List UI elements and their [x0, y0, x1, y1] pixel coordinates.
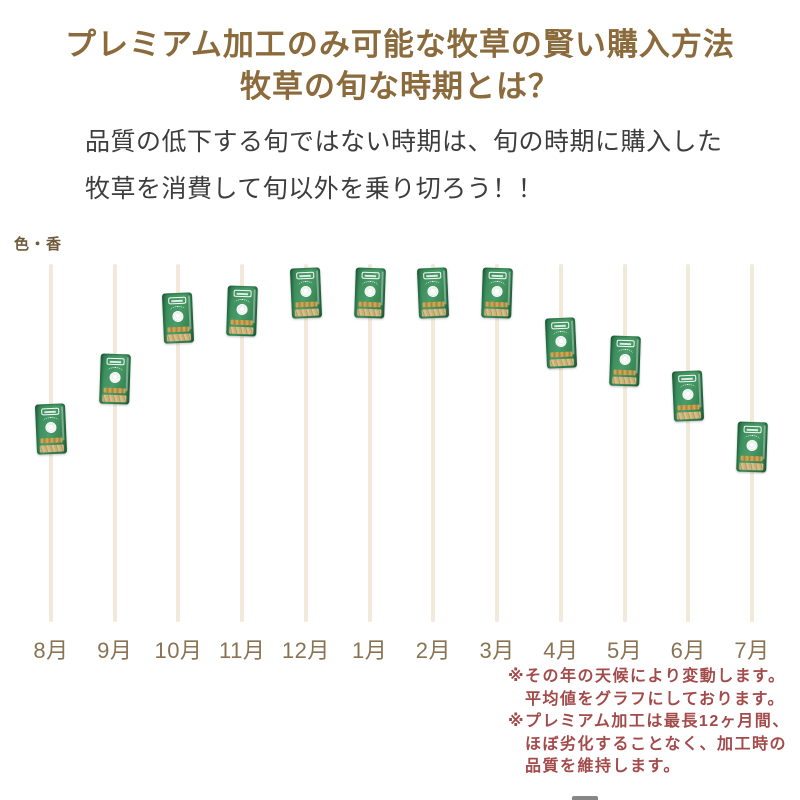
month-label: 9月 [97, 638, 133, 663]
month-gridline [367, 264, 372, 622]
month-label: 6月 [670, 638, 706, 663]
package-hay-photo [484, 308, 509, 317]
package-product-name [422, 301, 445, 308]
package-label-band [233, 289, 252, 297]
package-emblem-icon [746, 439, 758, 451]
package-emblem-icon [491, 285, 503, 297]
hay-package-marker [226, 285, 259, 337]
package-emblem-icon [300, 285, 312, 297]
package-product-name [103, 387, 126, 393]
package-label-band [423, 271, 442, 280]
page-title-line2: 牧草の旬な時期とは？ [240, 69, 560, 104]
page-subtitle-line2: 牧草を消費して旬以外を乗り切ろう！！ [85, 175, 544, 203]
month-label: 5月 [606, 638, 643, 663]
package-hay-photo [356, 308, 382, 317]
package-product-name [40, 437, 63, 444]
month-gridline [112, 264, 117, 622]
page-subtitle-line1: 品質の低下する旬ではない時期は、旬の時期に購入した [85, 128, 723, 156]
footnote-line: ※その年の天候により変動します。 [508, 668, 786, 685]
footnote-line: 平均値をグラフにしております。 [525, 690, 785, 708]
package-product-name [167, 326, 191, 333]
month-gridline [303, 264, 308, 622]
hay-package-marker [162, 292, 195, 344]
footnote-line: ※プレミアム加工は最長12ヶ月間、 [508, 713, 790, 730]
month-gridline [622, 264, 627, 622]
package-label-band [743, 425, 762, 433]
package-product-name [550, 351, 573, 358]
hay-package-marker [417, 266, 450, 319]
hay-package-marker [98, 353, 131, 405]
package-product-name [485, 301, 508, 308]
package-hay-photo [611, 376, 636, 385]
month-label: 12月 [281, 638, 330, 663]
cropped-next-section [572, 796, 598, 800]
month-label: 7月 [734, 638, 770, 663]
package-hay-photo [39, 444, 64, 453]
package-label-band [616, 339, 635, 347]
package-emblem-icon [555, 335, 567, 347]
footnote-line: 品質を維持します。 [525, 758, 681, 775]
month-label: 4月 [543, 638, 579, 663]
month-label: 3月 [479, 638, 515, 663]
hay-package-marker [672, 370, 705, 423]
package-product-name [295, 301, 318, 308]
package-hay-photo [229, 326, 254, 334]
month-label: 1月 [352, 638, 388, 663]
month-gridline [176, 264, 181, 622]
package-hay-photo [549, 358, 574, 367]
package-label-band [106, 357, 125, 365]
footnote-line: ほぼ劣化することなく、加工時の [525, 735, 788, 753]
package-label-band [168, 296, 187, 305]
package-hay-photo [422, 308, 447, 317]
package-label-band [678, 375, 697, 383]
page-title-line1: プレミアム加工のみ可能な牧草の賢い購入方法 [65, 27, 735, 62]
package-label-band [550, 321, 570, 330]
hay-package-marker [289, 266, 322, 319]
month-gridline [686, 264, 691, 622]
month-gridline [495, 264, 500, 622]
page-subtitle: 品質の低下する旬ではない時期は、旬の時期に購入した 牧草を消費して旬以外を乗り切… [85, 119, 745, 213]
month-label: 10月 [154, 638, 203, 663]
page-title: プレミアム加工のみ可能な牧草の賢い購入方法 牧草の旬な時期とは？ [0, 24, 800, 108]
hay-package-marker [608, 335, 641, 387]
hay-package-marker [34, 403, 68, 455]
package-label-band [41, 407, 60, 416]
month-gridline [558, 264, 563, 622]
month-gridline [240, 264, 245, 622]
package-hay-photo [294, 308, 319, 317]
package-product-name [230, 319, 253, 325]
package-hay-photo [101, 394, 127, 402]
package-emblem-icon [618, 353, 631, 365]
package-product-name [613, 369, 636, 376]
package-emblem-icon [364, 285, 376, 297]
package-label-band [295, 271, 315, 280]
package-emblem-icon [236, 303, 248, 315]
package-emblem-icon [45, 421, 57, 433]
package-product-name [358, 301, 381, 308]
hay-package-marker [353, 267, 386, 319]
month-label: 11月 [219, 638, 266, 663]
footnotes: ※その年の天候により変動します。平均値をグラフにしております。 ※プレミアム加工は… [508, 666, 790, 779]
package-emblem-icon [109, 371, 121, 383]
package-hay-photo [739, 462, 764, 470]
month-label: 8月 [33, 638, 69, 663]
package-label-band [488, 271, 507, 279]
hay-package-marker [481, 267, 513, 319]
package-label-band [361, 271, 380, 279]
month-gridline [431, 264, 436, 622]
package-product-name [740, 455, 763, 461]
hay-package-marker [544, 317, 577, 369]
y-axis-label: 色・香 [14, 236, 63, 253]
hay-package-marker [736, 421, 768, 473]
month-label: 2月 [415, 638, 451, 663]
package-hay-photo [167, 333, 192, 342]
